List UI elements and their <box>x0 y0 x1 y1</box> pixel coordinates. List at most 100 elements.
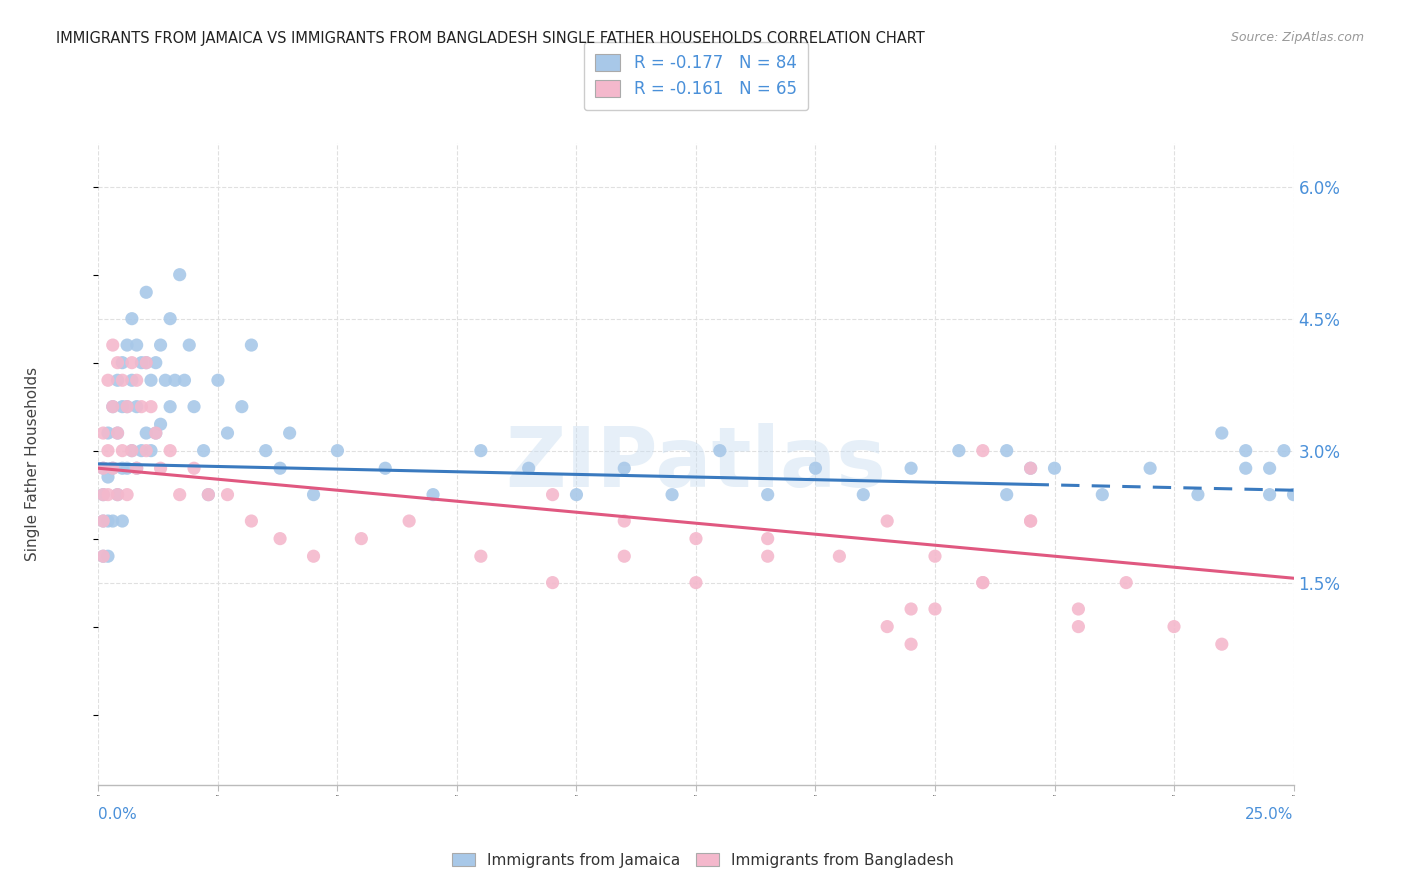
Point <box>661 488 683 502</box>
Point <box>197 488 219 502</box>
Point <box>131 443 153 458</box>
Point <box>240 338 263 352</box>
Point <box>924 549 946 564</box>
Point <box>1019 461 1042 475</box>
Point <box>278 425 301 440</box>
Point <box>115 488 138 502</box>
Point <box>101 514 124 528</box>
Point <box>995 443 1018 458</box>
Text: Single Father Households: Single Father Households <box>25 367 41 561</box>
Point <box>107 373 129 387</box>
Point <box>131 400 153 414</box>
Point <box>350 532 373 546</box>
Point <box>470 443 492 458</box>
Text: ZIPatlas: ZIPatlas <box>506 424 886 504</box>
Point <box>517 461 540 475</box>
Point <box>972 443 994 458</box>
Point <box>139 373 162 387</box>
Point <box>422 488 444 502</box>
Point <box>135 285 157 300</box>
Point <box>900 637 922 651</box>
Point <box>91 425 114 440</box>
Point <box>125 461 148 475</box>
Point <box>115 400 138 414</box>
Point <box>101 400 124 414</box>
Point <box>756 488 779 502</box>
Point <box>107 488 129 502</box>
Point <box>101 338 124 352</box>
Point <box>1067 602 1090 616</box>
Point <box>1115 575 1137 590</box>
Point <box>1019 514 1042 528</box>
Point <box>91 461 114 475</box>
Point <box>183 461 205 475</box>
Point <box>183 400 205 414</box>
Point <box>101 461 124 475</box>
Point <box>1234 443 1257 458</box>
Point <box>972 575 994 590</box>
Point <box>135 443 157 458</box>
Point <box>240 514 263 528</box>
Point <box>101 461 124 475</box>
Point <box>149 338 172 352</box>
Point <box>302 488 325 502</box>
Point <box>876 619 898 633</box>
Point <box>217 425 239 440</box>
Point <box>115 400 138 414</box>
Point <box>1067 619 1090 633</box>
Point <box>97 443 120 458</box>
Point <box>900 461 922 475</box>
Point <box>613 514 636 528</box>
Point <box>1258 488 1281 502</box>
Point <box>326 443 349 458</box>
Point <box>756 549 779 564</box>
Point <box>111 373 134 387</box>
Point <box>121 373 143 387</box>
Point <box>169 268 191 282</box>
Point <box>125 461 148 475</box>
Point <box>115 461 138 475</box>
Point <box>149 417 172 432</box>
Point <box>398 514 420 528</box>
Point <box>995 488 1018 502</box>
Point <box>125 338 148 352</box>
Point <box>91 514 114 528</box>
Point <box>145 425 167 440</box>
Point <box>139 443 162 458</box>
Point <box>302 549 325 564</box>
Point <box>179 338 201 352</box>
Point <box>1163 619 1185 633</box>
Point <box>1282 488 1305 502</box>
Point <box>1019 514 1042 528</box>
Point <box>107 488 129 502</box>
Point <box>1234 461 1257 475</box>
Point <box>269 461 291 475</box>
Text: 0.0%: 0.0% <box>98 807 138 822</box>
Point <box>107 425 129 440</box>
Point <box>924 602 946 616</box>
Point <box>121 356 143 370</box>
Point <box>197 488 219 502</box>
Point <box>900 602 922 616</box>
Point <box>111 461 134 475</box>
Point <box>149 461 172 475</box>
Point <box>135 356 157 370</box>
Point <box>121 443 143 458</box>
Point <box>145 425 167 440</box>
Point <box>155 373 177 387</box>
Point <box>91 549 114 564</box>
Point <box>107 425 129 440</box>
Point <box>876 514 898 528</box>
Point <box>163 373 186 387</box>
Point <box>121 311 143 326</box>
Point <box>135 356 157 370</box>
Point <box>159 311 181 326</box>
Point <box>125 400 148 414</box>
Point <box>828 549 851 564</box>
Text: IMMIGRANTS FROM JAMAICA VS IMMIGRANTS FROM BANGLADESH SINGLE FATHER HOUSEHOLDS C: IMMIGRANTS FROM JAMAICA VS IMMIGRANTS FR… <box>56 31 925 46</box>
Point <box>470 549 492 564</box>
Point <box>97 425 120 440</box>
Point <box>169 488 191 502</box>
Point <box>231 400 253 414</box>
Point <box>685 575 707 590</box>
